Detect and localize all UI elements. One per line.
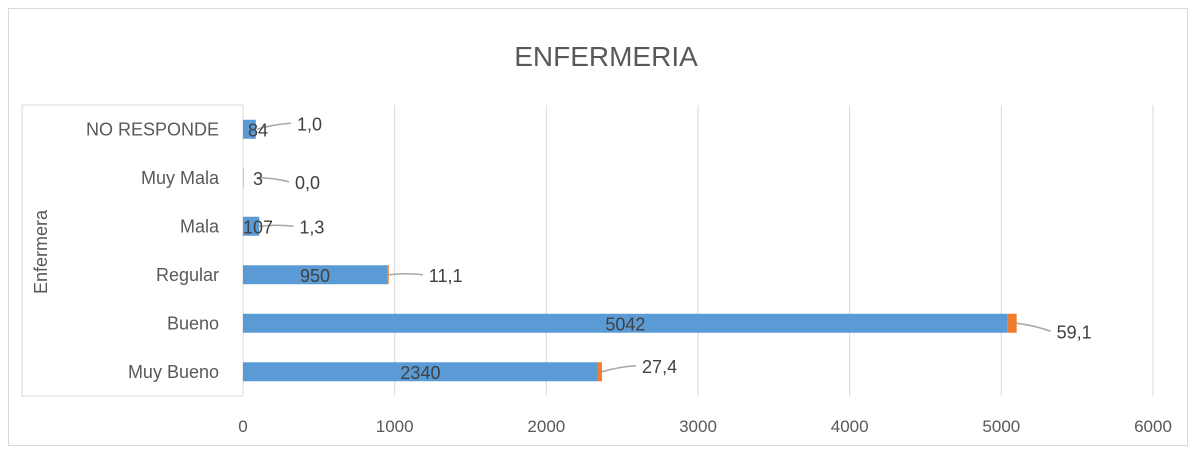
- chart-title: ENFERMERIA: [514, 41, 698, 72]
- x-tick-labels: 0 1000 2000 3000 4000 5000 6000: [238, 417, 1172, 436]
- data-label-count: 84: [248, 120, 268, 140]
- bar-segment-count: [243, 362, 598, 382]
- bar-segment-count: [243, 216, 260, 236]
- category-label: NO RESPONDE: [86, 119, 219, 139]
- x-tick-label: 3000: [679, 417, 717, 436]
- leader-line: [388, 273, 423, 276]
- bars: [243, 119, 1017, 382]
- data-label-count: 107: [243, 217, 273, 237]
- y-axis-title: Enfermera: [31, 209, 51, 294]
- data-label-percent: 1,3: [299, 217, 324, 237]
- data-label-count: 3: [253, 169, 263, 189]
- data-label-count: 2340: [400, 363, 440, 383]
- data-label-percent: 1,0: [297, 114, 322, 134]
- leader-line: [256, 177, 290, 183]
- bar-segment-percent: [1007, 313, 1017, 333]
- leader-line: [601, 365, 637, 373]
- bar-segment-percent: [387, 265, 389, 285]
- x-tick-label: 5000: [982, 417, 1020, 436]
- data-label-percent: 27,4: [642, 357, 677, 377]
- bar-segment-count: [243, 265, 388, 285]
- gridlines: [242, 105, 1154, 396]
- data-label-percent: 11,1: [429, 266, 463, 286]
- category-axis-line: [21, 104, 243, 397]
- category-label: Regular: [156, 265, 219, 285]
- category-label: Bueno: [167, 313, 219, 333]
- leader-line: [1016, 322, 1051, 332]
- x-tick-label: 1000: [376, 417, 414, 436]
- leader-line: [259, 224, 294, 227]
- category-axis-frame: [21, 104, 243, 397]
- data-label-percent: 59,1: [1057, 322, 1092, 342]
- leader-line: [256, 122, 292, 130]
- data-label-count: 5042: [605, 314, 645, 334]
- bar-segment-percent: [597, 362, 603, 382]
- x-tick-label: 6000: [1134, 417, 1172, 436]
- category-label: Muy Mala: [141, 168, 220, 188]
- data-label-count: 950: [300, 266, 330, 286]
- bar-segment-count: [243, 313, 1008, 333]
- data-label-percent: 0,0: [295, 173, 320, 193]
- x-tick-label: 4000: [831, 417, 869, 436]
- x-tick-label: 2000: [527, 417, 565, 436]
- bar-segment-count: [243, 119, 256, 139]
- category-labels: Muy Bueno Bueno Regular Mala Muy Mala NO RESP…: [86, 119, 220, 382]
- data-labels: 2340 27,4 5042 59,1 950 11,1 107 1,3 3 0,0 84 1,0: [243, 114, 1092, 383]
- category-label: Mala: [180, 216, 220, 236]
- x-tick-label: 0: [238, 417, 247, 436]
- leader-lines: [256, 122, 1051, 373]
- category-label: Muy Bueno: [128, 362, 219, 382]
